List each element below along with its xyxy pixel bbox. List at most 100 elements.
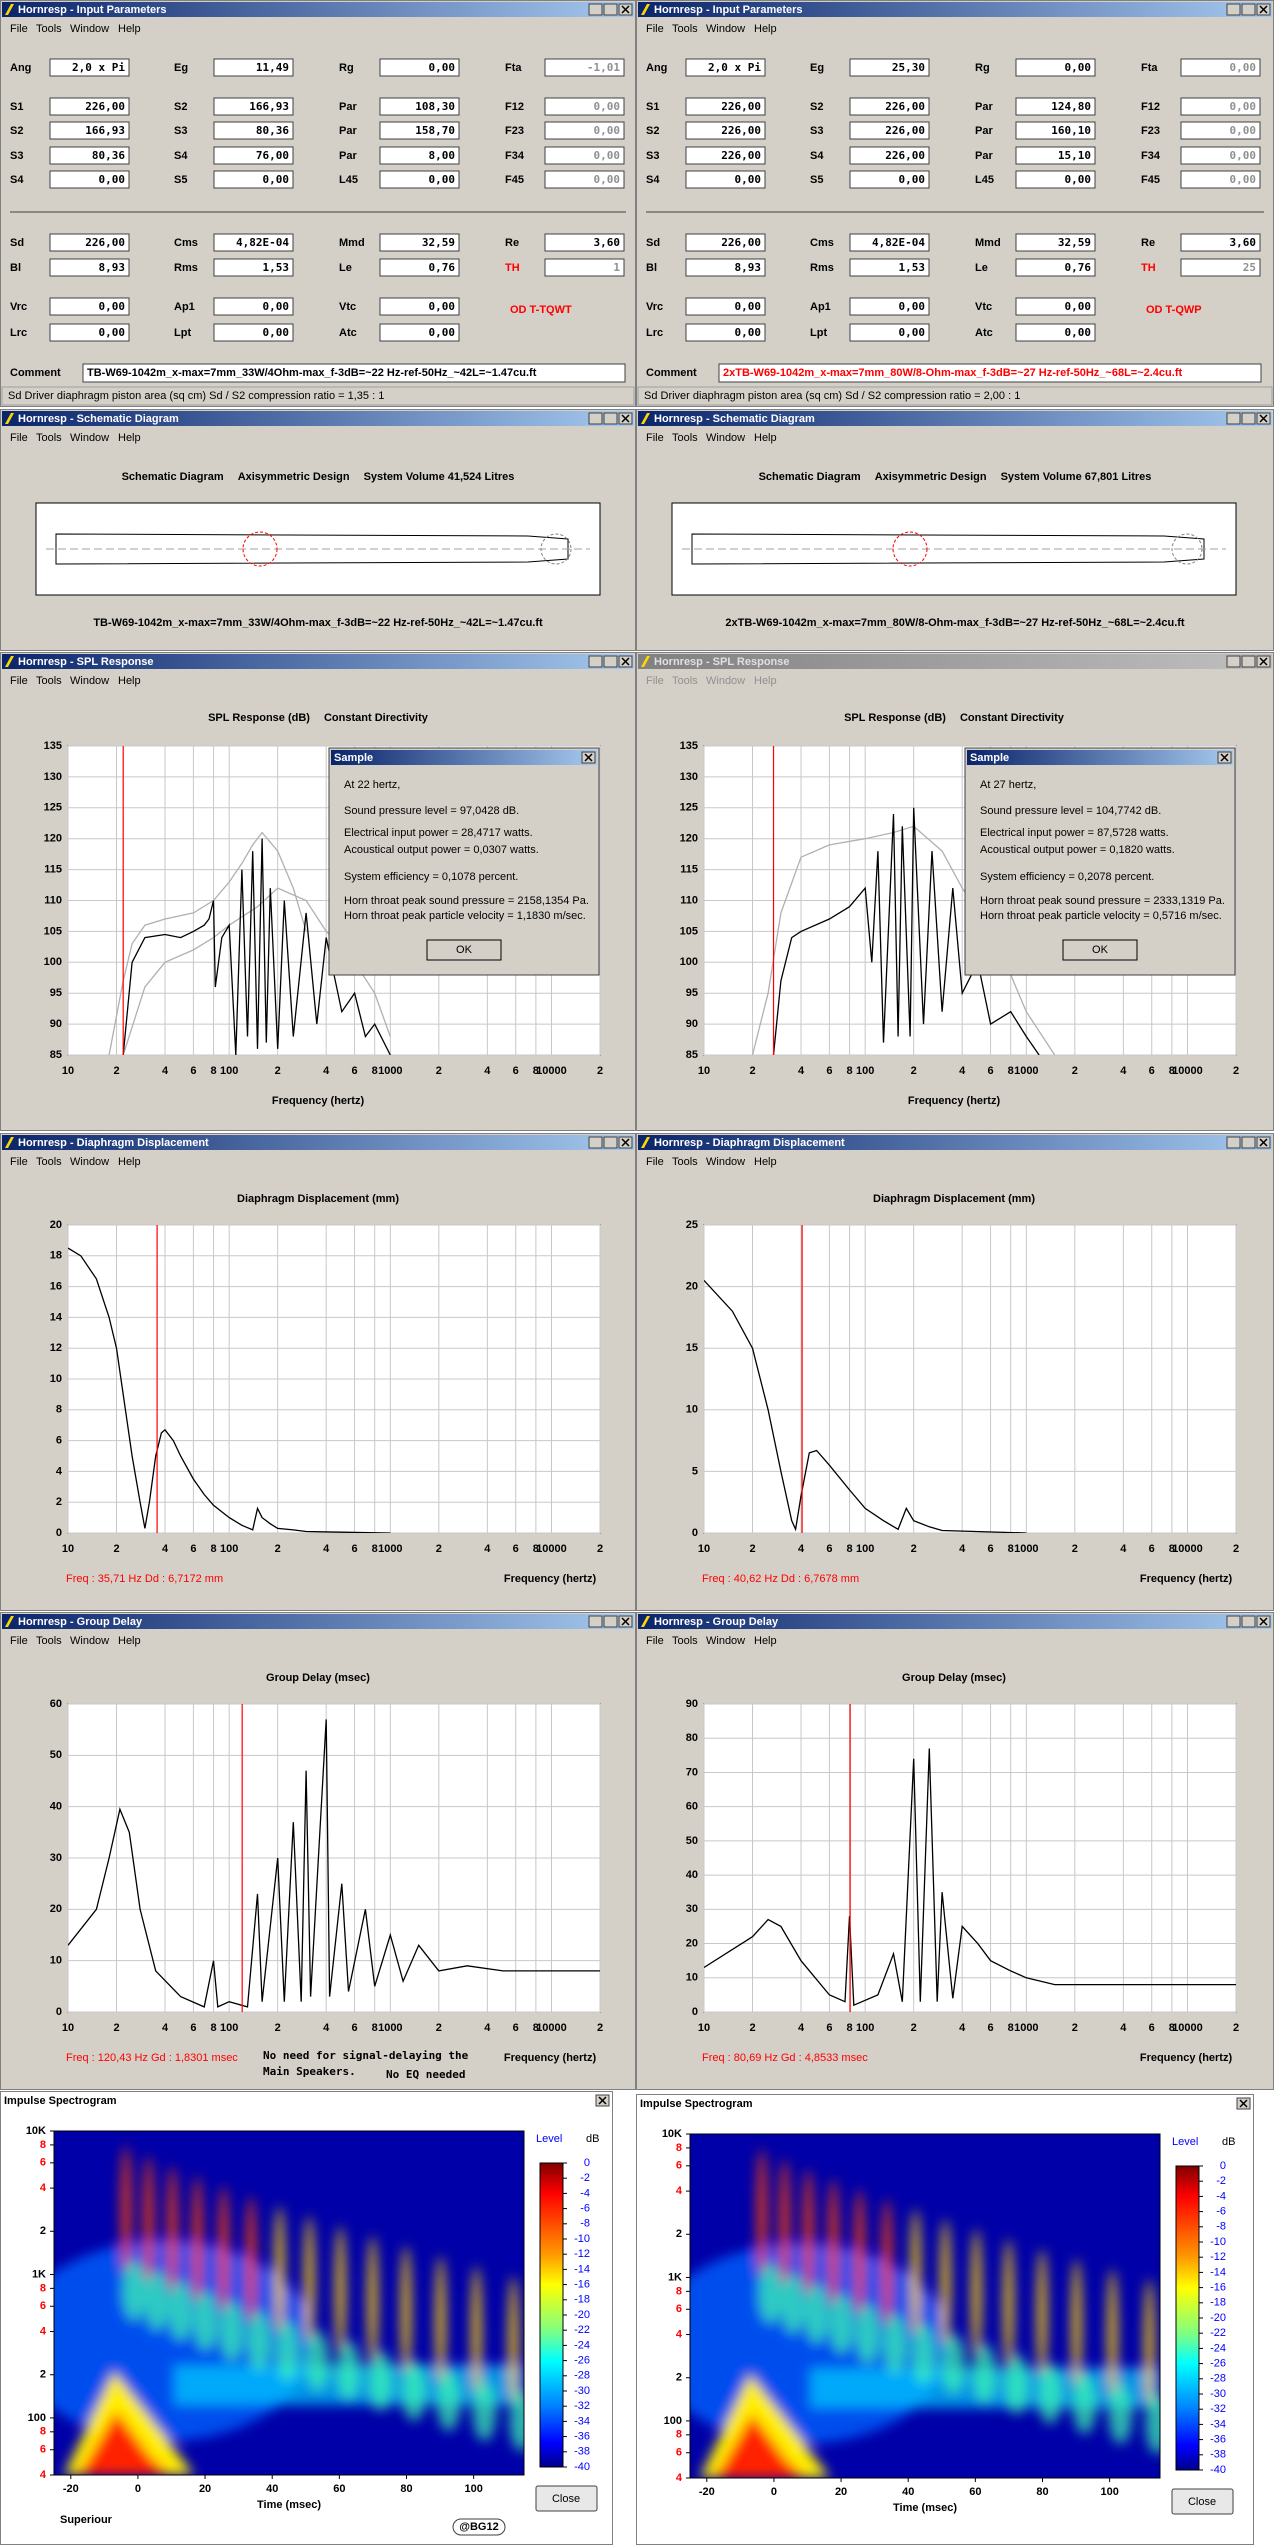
field-box[interactable] [49,323,130,342]
menu-item[interactable]: Help [754,1635,777,1647]
field-box[interactable] [1015,97,1096,116]
menu-item[interactable]: File [646,675,664,687]
minimize-button[interactable] [1226,1136,1241,1149]
field-box[interactable] [685,58,766,77]
field-box[interactable] [213,58,294,77]
menu-item[interactable]: File [646,1635,664,1647]
minimize-button[interactable] [1226,655,1241,668]
field-box[interactable] [1180,121,1261,140]
field-box[interactable] [49,170,130,189]
comment-box[interactable] [82,363,626,383]
field-box[interactable] [213,121,294,140]
menu-item[interactable]: Help [118,675,141,687]
field-box[interactable] [379,297,460,316]
menu-item[interactable]: Tools [36,432,62,444]
maximize-button[interactable] [1241,412,1256,425]
field-box[interactable] [213,297,294,316]
menu-item[interactable]: Help [754,432,777,444]
menu-item[interactable]: Tools [672,1635,698,1647]
field-box[interactable] [849,170,930,189]
field-box[interactable] [1180,97,1261,116]
field-box[interactable] [849,146,930,165]
menu-item[interactable]: Help [118,432,141,444]
menu-item[interactable]: Tools [672,23,698,35]
minimize-button[interactable] [588,655,603,668]
field-box[interactable] [685,97,766,116]
menu-item[interactable]: Window [706,1635,745,1647]
field-box[interactable] [49,146,130,165]
menu-item[interactable]: File [10,432,28,444]
minimize-button[interactable] [588,1136,603,1149]
field-box[interactable] [544,97,625,116]
minimize-button[interactable] [1226,3,1241,16]
menu-item[interactable]: Help [118,1156,141,1168]
field-box[interactable] [1015,146,1096,165]
field-box[interactable] [49,233,130,252]
menu-item[interactable]: Tools [36,675,62,687]
maximize-button[interactable] [603,1615,618,1628]
field-box[interactable] [849,121,930,140]
maximize-button[interactable] [603,655,618,668]
field-box[interactable] [213,146,294,165]
menu-item[interactable]: File [10,675,28,687]
field-box[interactable] [685,323,766,342]
menu-item[interactable]: Tools [672,432,698,444]
field-box[interactable] [1180,58,1261,77]
field-box[interactable] [379,258,460,277]
menu-item[interactable]: File [10,23,28,35]
field-box[interactable] [213,97,294,116]
menu-item[interactable]: File [646,432,664,444]
field-box[interactable] [213,258,294,277]
field-box[interactable] [849,97,930,116]
field-box[interactable] [849,258,930,277]
field-box[interactable] [49,121,130,140]
menu-item[interactable]: Tools [672,1156,698,1168]
ok-button[interactable] [1062,939,1138,961]
menu-item[interactable]: Window [706,432,745,444]
field-box[interactable] [685,170,766,189]
field-box[interactable] [685,146,766,165]
menu-item[interactable]: File [646,1156,664,1168]
field-box[interactable] [544,58,625,77]
field-box[interactable] [849,58,930,77]
field-box[interactable] [379,121,460,140]
menu-item[interactable]: Window [70,23,109,35]
maximize-button[interactable] [1241,1615,1256,1628]
field-box[interactable] [1180,233,1261,252]
field-box[interactable] [544,258,625,277]
field-box[interactable] [1015,258,1096,277]
field-box[interactable] [213,170,294,189]
field-box[interactable] [685,233,766,252]
field-box[interactable] [49,258,130,277]
menu-item[interactable]: Tools [36,23,62,35]
menu-item[interactable]: Window [70,1635,109,1647]
field-box[interactable] [849,297,930,316]
maximize-button[interactable] [603,3,618,16]
menu-item[interactable]: File [646,23,664,35]
field-box[interactable] [544,121,625,140]
close-btn[interactable] [535,2485,598,2512]
maximize-button[interactable] [1241,655,1256,668]
field-box[interactable] [1015,233,1096,252]
menu-item[interactable]: File [10,1156,28,1168]
maximize-button[interactable] [603,412,618,425]
field-box[interactable] [544,233,625,252]
field-box[interactable] [379,233,460,252]
field-box[interactable] [379,97,460,116]
minimize-button[interactable] [588,3,603,16]
minimize-button[interactable] [1226,412,1241,425]
field-box[interactable] [213,323,294,342]
field-box[interactable] [849,233,930,252]
menu-item[interactable]: Window [70,675,109,687]
field-box[interactable] [849,323,930,342]
menu-item[interactable]: Help [754,675,777,687]
menu-item[interactable]: Window [70,432,109,444]
field-box[interactable] [213,233,294,252]
maximize-button[interactable] [1241,1136,1256,1149]
menu-item[interactable]: File [10,1635,28,1647]
field-box[interactable] [1015,58,1096,77]
field-box[interactable] [685,297,766,316]
field-box[interactable] [1015,297,1096,316]
field-box[interactable] [379,323,460,342]
menu-item[interactable]: Tools [36,1156,62,1168]
